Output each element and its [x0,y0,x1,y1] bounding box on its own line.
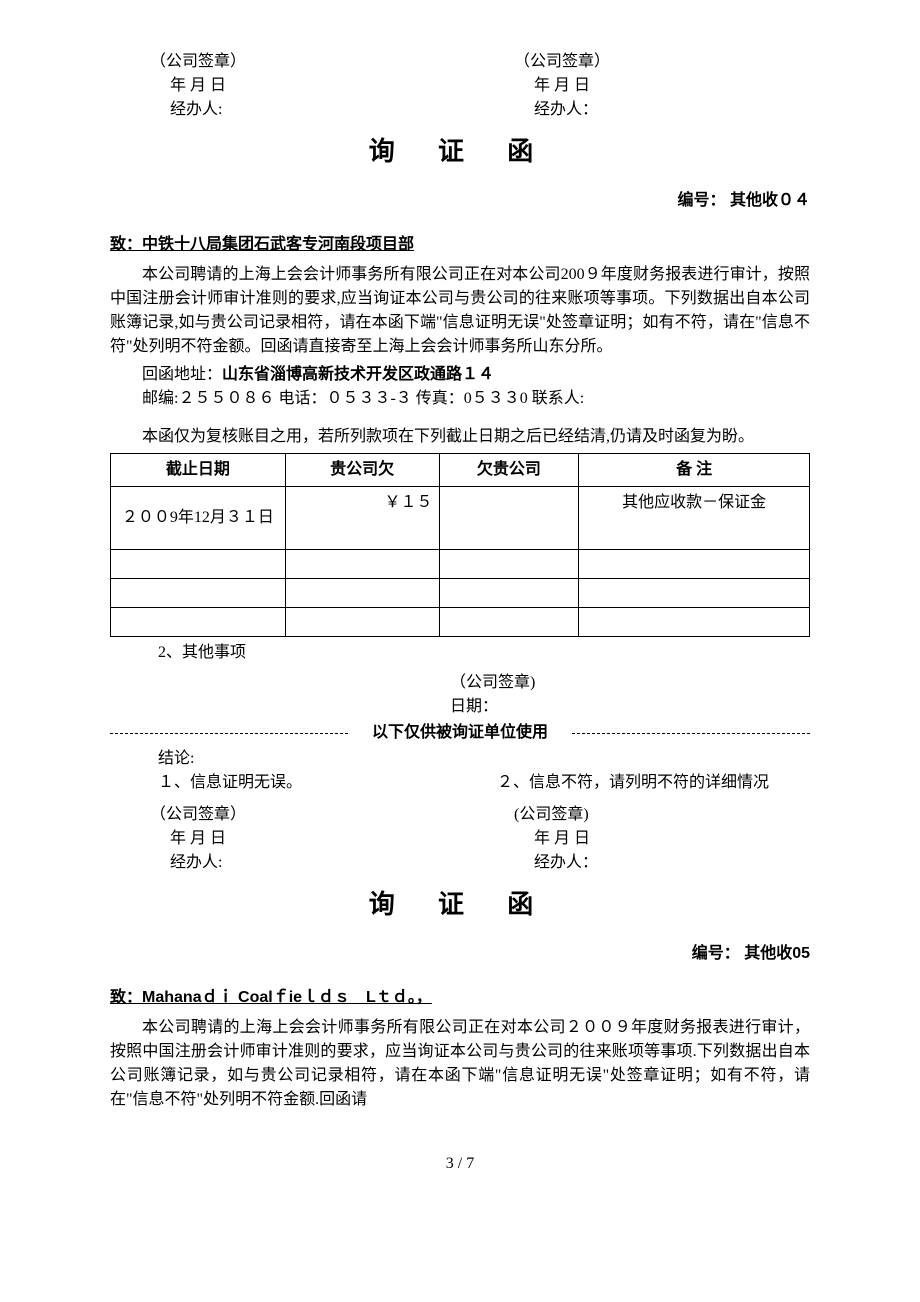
letter1-contact: 邮编:２５５０８６ 电话：０５３３‐３ 传真：0５３３0 联系人: [110,387,810,411]
col-header: 贵公司欠 [285,454,439,487]
cell [111,579,286,608]
cell: ２００9年12月３１日 [111,487,286,550]
letter1-para1: 本公司聘请的上海上会会计师事务所有限公司正在对本公司200９年度财务报表进行审计… [110,263,810,359]
cell: ￥１５ [285,487,439,550]
letter2-title: 询 证 函 [110,885,810,924]
letter1-addressee: 致：中铁十八局集团石武客专河南段项目部 [110,233,810,257]
table-row [111,550,810,579]
cell [111,608,286,637]
number-value: 其他收０４ [730,192,810,209]
number-value: 其他收05 [744,945,810,962]
cell: 其他应收款－保证金 [579,487,810,550]
cell [439,579,579,608]
col-header: 截止日期 [111,454,286,487]
bottom-sig-right: (公司签章) 年 月 日 经办人： [474,803,810,875]
page-number: 3 / 7 [110,1152,810,1176]
letter2-number: 编号： 其他收05 [110,942,810,966]
letter1-para2: 本函仅为复核账目之用，若所列款项在下列截止日期之后已经结清,仍请及时函复为盼。 [110,425,810,449]
letter1-table: 截止日期 贵公司欠 欠贵公司 备 注 ２００9年12月３１日 ￥１５ 其他应收款… [110,453,810,637]
cell [579,550,810,579]
cell [285,579,439,608]
addressee-name: Mahanaｄｉ Coalｆieｌｄｓ Lｔｄ。， [142,989,432,1006]
date-label: 日期： [110,695,810,719]
seal-text: （公司签章） [110,50,446,74]
addressee-prefix: 致： [110,989,142,1006]
letter1-reply-addr: 回函地址：山东省淄博高新技术开发区政通路１４ [110,363,810,387]
company-seal: （公司签章) [110,671,810,695]
letter2-para1: 本公司聘请的上海上会会计师事务所有限公司正在对本公司２００９年度财务报表进行审计… [110,1016,810,1112]
date-text: 年 月 日 [110,74,446,98]
cell [439,608,579,637]
cell [439,487,579,550]
cell [285,608,439,637]
letter2-addressee: 致：Mahanaｄｉ Coalｆieｌｄｓ Lｔｄ。， [110,986,810,1010]
handler-text: 经办人: [110,98,446,122]
conclusion2: ２、信息不符，请列明不符的详细情况 [497,771,810,795]
divider-text: 以下仅供被询证单位使用 [110,721,810,745]
seal-text: (公司签章) [474,803,810,827]
conclusion1: １、信息证明无误。 [158,771,471,795]
reply-addr-label: 回函地址： [142,366,222,383]
table-row: ２００9年12月３１日 ￥１５ 其他应收款－保证金 [111,487,810,550]
bottom-sig-left: （公司签章） 年 月 日 经办人: [110,803,446,875]
cell [111,550,286,579]
addressee-prefix: 致： [110,236,142,253]
cell [439,550,579,579]
handler-text: 经办人： [474,98,810,122]
table-header-row: 截止日期 贵公司欠 欠贵公司 备 注 [111,454,810,487]
date-text: 年 月 日 [110,827,446,851]
letter1-number: 编号： 其他收０４ [110,189,810,213]
top-sig-right: （公司签章） 年 月 日 经办人： [474,50,810,122]
reply-addr-value: 山东省淄博高新技术开发区政通路１４ [222,366,494,383]
cell [579,608,810,637]
handler-text: 经办人： [474,851,810,875]
table-row [111,608,810,637]
seal-text: （公司签章） [110,803,446,827]
conclusion-row: １、信息证明无误。 ２、信息不符，请列明不符的详细情况 [158,771,810,795]
top-sig-left: （公司签章） 年 月 日 经办人: [110,50,446,122]
conclusion-block: 结论: １、信息证明无误。 ２、信息不符，请列明不符的详细情况 [110,747,810,795]
top-signature-row: （公司签章） 年 月 日 经办人: （公司签章） 年 月 日 经办人： [110,50,810,122]
cell [285,550,439,579]
date-text: 年 月 日 [474,827,810,851]
cell [579,579,810,608]
handler-text: 经办人: [110,851,446,875]
date-text: 年 月 日 [474,74,810,98]
col-header: 备 注 [579,454,810,487]
letter1-bottom-sig-row: （公司签章） 年 月 日 经办人: (公司签章) 年 月 日 经办人： [110,803,810,875]
letter1-other-items: 2、其他事项 [110,641,810,665]
number-label: 编号： [692,945,740,962]
number-label: 编号： [678,192,726,209]
addressee-name: 中铁十八局集团石武客专河南段项目部 [142,236,414,253]
letter1-title: 询 证 函 [110,132,810,171]
table-row [111,579,810,608]
col-header: 欠贵公司 [439,454,579,487]
seal-text: （公司签章） [474,50,810,74]
conclusion-label: 结论: [158,747,810,771]
